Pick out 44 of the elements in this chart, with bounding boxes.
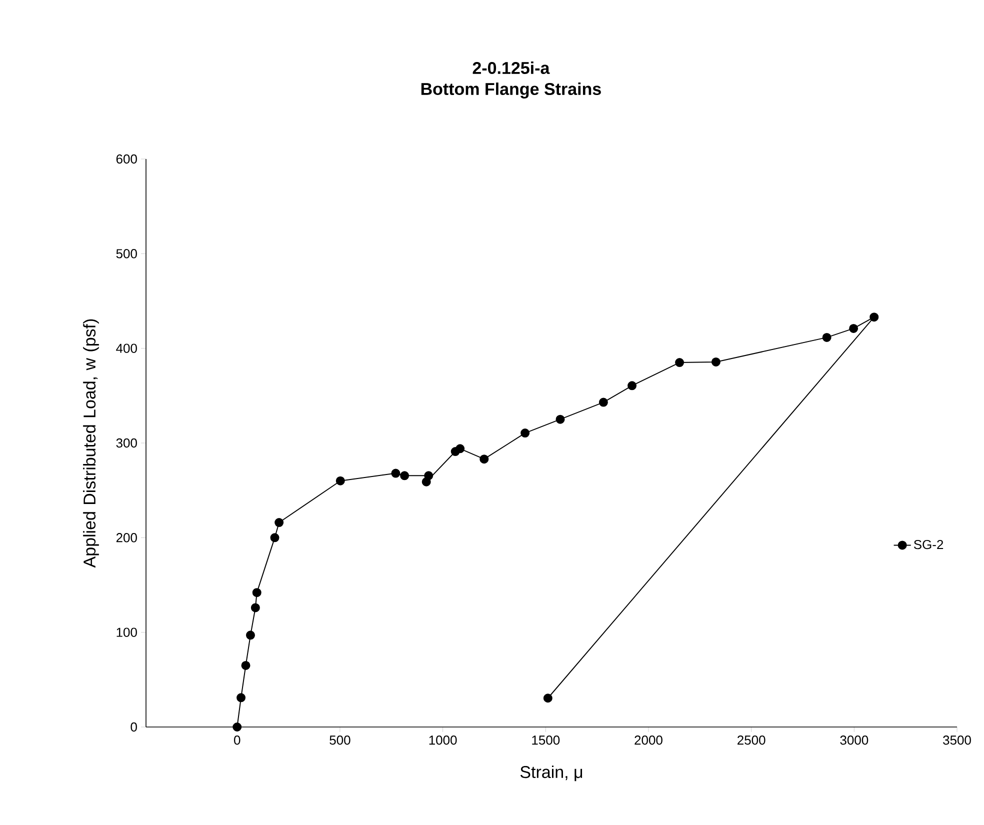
x-tick-label: 2500	[738, 736, 766, 745]
point	[598, 398, 608, 407]
point	[400, 471, 410, 480]
x-tick-label: 500	[330, 736, 350, 745]
point	[711, 357, 720, 366]
point	[675, 358, 684, 368]
y-tick-label: 400	[116, 344, 137, 353]
x-tick-label: 3500	[943, 736, 971, 745]
x-tick-label: 1000	[429, 736, 457, 745]
point	[543, 694, 552, 703]
chart-title: 2-0.125i-a	[472, 62, 550, 74]
point	[870, 312, 879, 322]
point	[274, 518, 284, 528]
point	[250, 603, 260, 612]
point	[246, 630, 255, 640]
point	[252, 588, 262, 598]
x-tick-label: 0	[234, 736, 240, 745]
point	[391, 468, 400, 478]
y-tick-label: 500	[116, 249, 137, 258]
point	[520, 428, 530, 438]
point	[236, 693, 246, 702]
point	[241, 660, 250, 670]
y-tick-label: 0	[130, 722, 137, 732]
x-tick-label: 3000	[840, 736, 868, 745]
point	[849, 324, 858, 333]
x-tick-label: 1500	[532, 736, 560, 745]
y-tick-label: 200	[116, 533, 137, 542]
point	[336, 476, 345, 486]
y-tick-label: 100	[116, 628, 137, 637]
chart-subtitle: Bottom Flange Strains	[421, 82, 601, 98]
x-tick-label: 2000	[634, 736, 662, 745]
point	[480, 454, 489, 464]
point	[456, 444, 465, 454]
legend-label: SG-2	[914, 540, 944, 550]
point	[822, 332, 832, 342]
x-axis-title: Strain, μ	[520, 766, 582, 782]
y-axis-title: Applied Distributed Load, w (psf)	[83, 319, 99, 568]
point	[232, 722, 242, 732]
point	[422, 477, 431, 486]
point	[628, 381, 637, 390]
y-tick-label: 600	[116, 154, 137, 164]
y-tick-label: 300	[116, 438, 137, 448]
point	[556, 414, 565, 424]
point	[270, 533, 280, 542]
